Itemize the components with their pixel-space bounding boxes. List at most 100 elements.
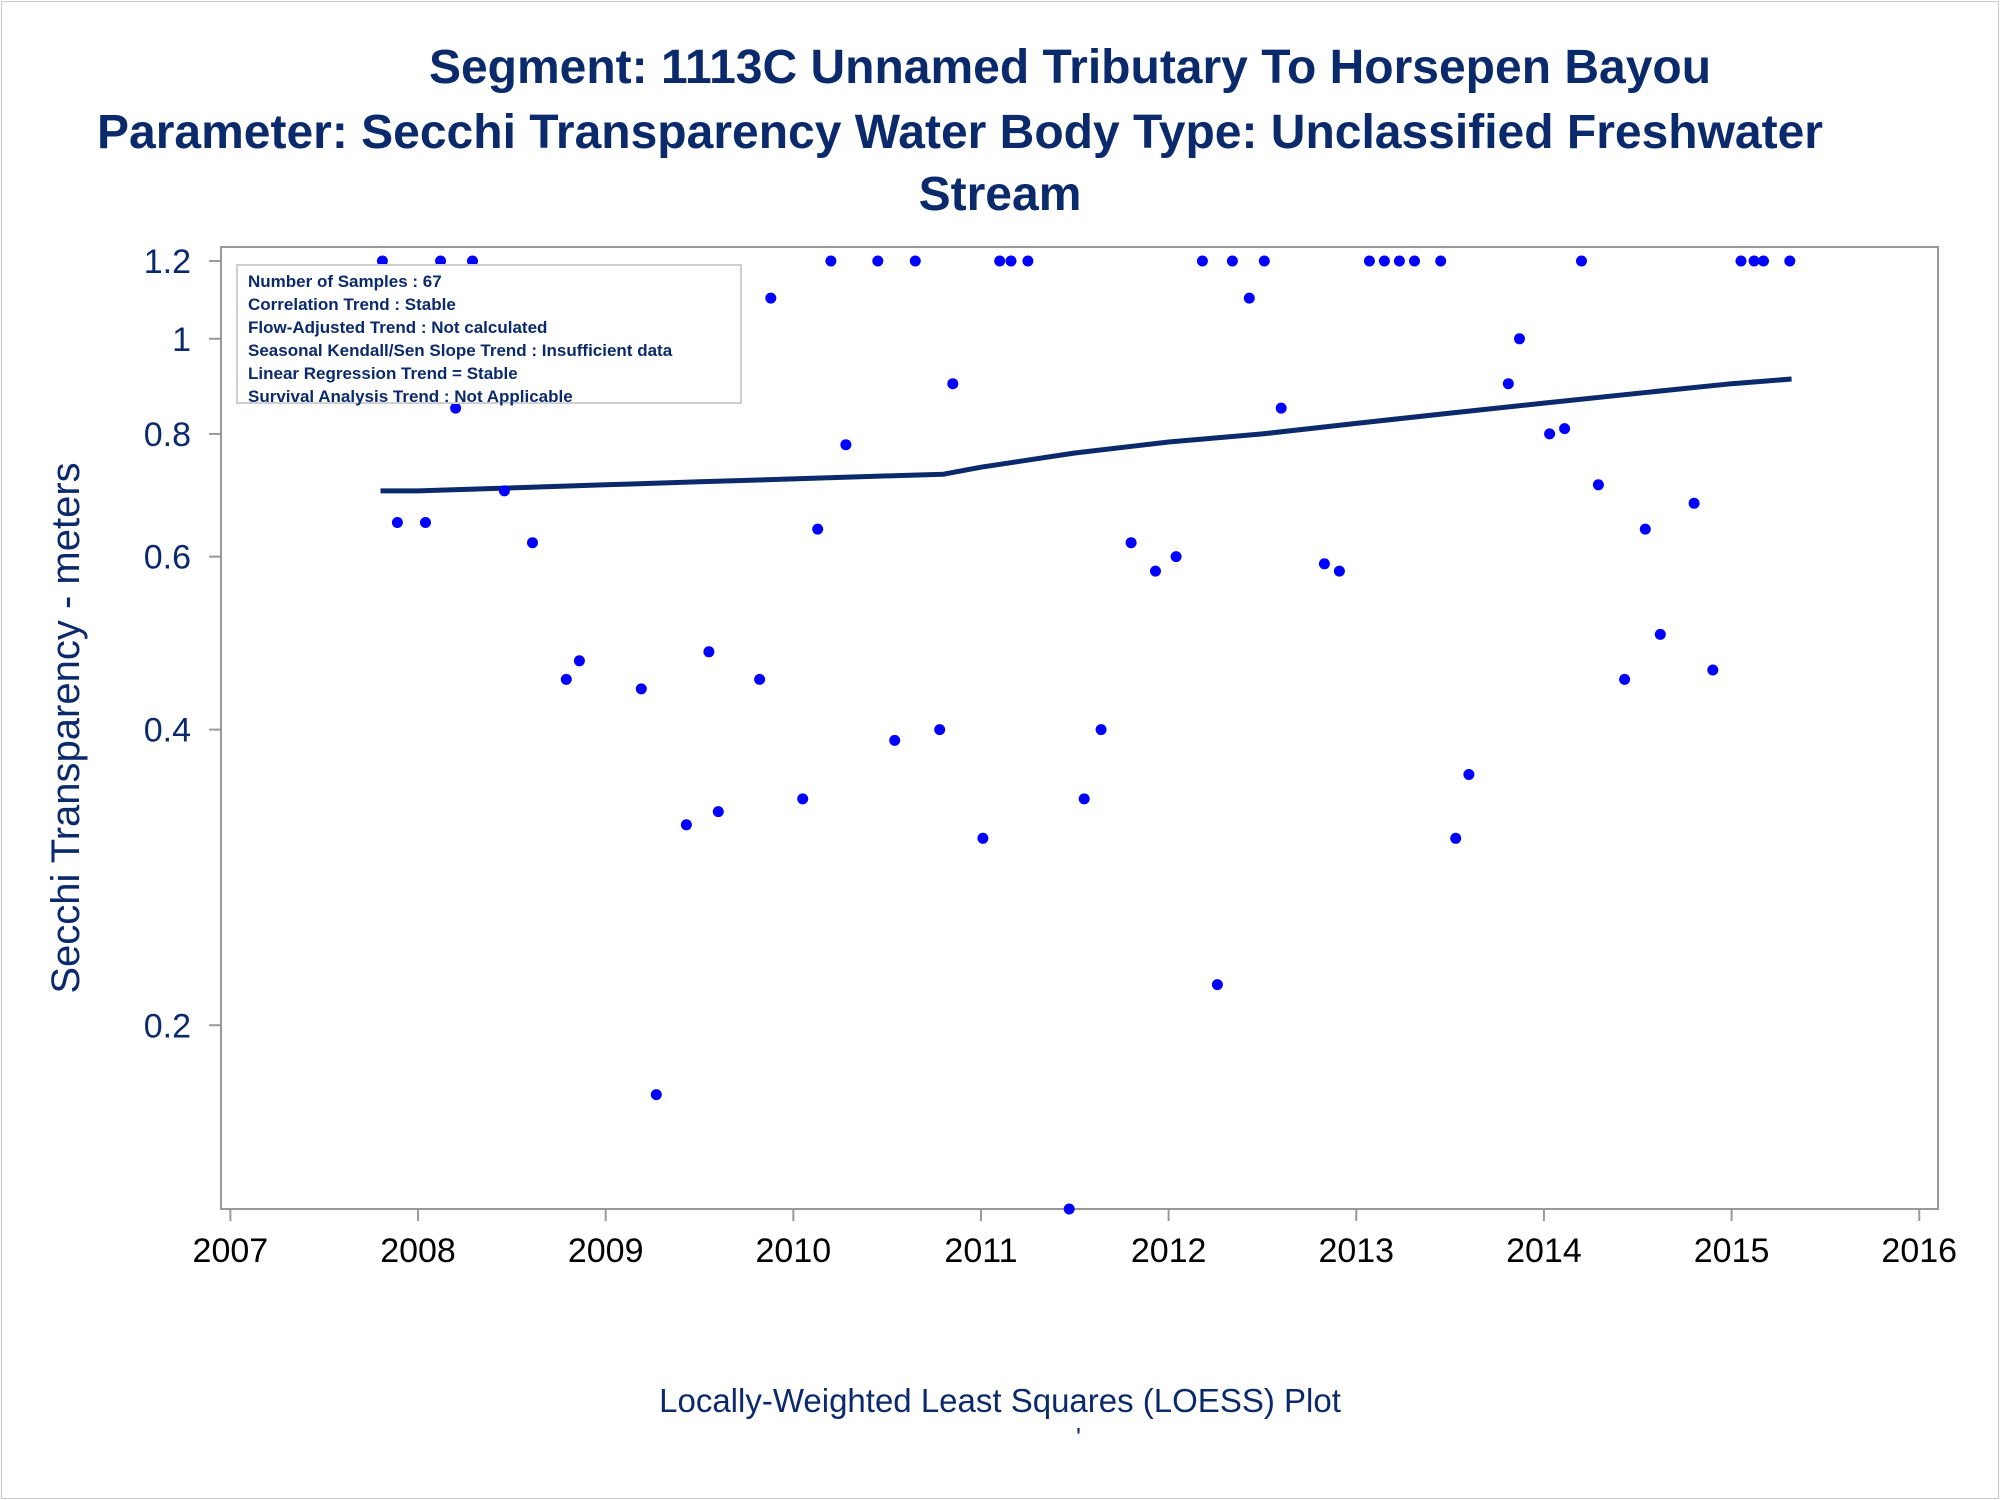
data-point: [1735, 255, 1747, 267]
data-point: [1463, 769, 1475, 780]
data-point: [1784, 255, 1796, 267]
y-tick-label: 1.2: [144, 243, 191, 281]
y-axis-label: Secchi Transparency - meters: [44, 462, 88, 993]
data-point: [1211, 979, 1223, 991]
data-point: [1576, 255, 1587, 267]
plot-area-border: [220, 246, 1939, 1210]
data-point: [909, 255, 921, 267]
data-point: [812, 523, 824, 535]
data-point: [1150, 565, 1161, 577]
data-point: [754, 673, 766, 685]
loess-trend-line: [380, 376, 1792, 494]
legend-flow-adjusted-trend: Flow-Adjusted Trend : Not calculated: [248, 318, 548, 337]
chart-subtitle: Parameter: Secchi Transparency Water Bod…: [97, 106, 1823, 159]
statistics-legend: Number of Samples : 67 Correlation Trend…: [236, 264, 742, 406]
data-point: [391, 517, 403, 528]
x-tick-label: 2012: [1131, 1232, 1207, 1270]
y-tick-label: 1: [172, 321, 191, 359]
data-point: [1514, 333, 1525, 345]
data-point: [1333, 565, 1345, 577]
data-point: [825, 255, 837, 267]
data-point: [1502, 378, 1514, 390]
data-point: [1275, 402, 1287, 414]
chart-caption: Locally-Weighted Least Squares (LOESS) P…: [659, 1382, 1341, 1419]
data-point: [1318, 558, 1330, 570]
legend-sample-count: Number of Samples : 67: [248, 272, 442, 291]
x-tick-label: 2015: [1694, 1232, 1770, 1270]
data-point: [1450, 832, 1462, 844]
data-point: [934, 724, 946, 736]
x-tick-label: 2010: [756, 1232, 832, 1270]
data-point: [1639, 523, 1651, 535]
data-point: [1063, 1203, 1075, 1215]
legend-seasonal-kendall-trend: Seasonal Kendall/Sen Slope Trend : Insuf…: [248, 341, 673, 360]
data-point: [435, 255, 447, 267]
data-point: [1393, 255, 1405, 267]
data-point: [703, 646, 715, 658]
data-point: [498, 485, 510, 497]
data-point: [797, 793, 809, 805]
caption-tick-mark: ': [1076, 1422, 1081, 1452]
x-tick-label: 2008: [380, 1232, 456, 1270]
data-point: [1409, 255, 1420, 267]
data-point: [1258, 255, 1270, 267]
legend-linear-regression-trend: Linear Regression Trend = Stable: [248, 364, 518, 383]
data-point: [1592, 479, 1604, 491]
y-tick-label: 0.4: [144, 712, 191, 750]
legend-survival-analysis-trend: Survival Analysis Trend : Not Applicable: [248, 387, 573, 406]
y-tick-label: 0.6: [144, 539, 191, 577]
data-point: [1758, 255, 1769, 267]
data-point: [840, 439, 852, 451]
data-point: [1005, 255, 1017, 267]
data-point: [872, 255, 884, 267]
chart-title: Segment: 1113C Unnamed Tributary To Hors…: [428, 41, 1712, 94]
data-point: [450, 402, 462, 414]
x-tick-label: 2013: [1318, 1232, 1394, 1270]
data-point: [765, 292, 777, 304]
data-point: [1363, 255, 1375, 267]
x-tick-label: 2014: [1506, 1232, 1582, 1270]
data-point: [994, 255, 1006, 267]
data-point: [1196, 255, 1208, 267]
data-point: [573, 655, 585, 667]
chart-subtitle-continued: Stream: [918, 168, 1082, 221]
y-tick-label: 0.2: [144, 1007, 191, 1045]
y-tick-label: 0.8: [144, 416, 191, 454]
data-point: [977, 832, 989, 844]
x-tick-label: 2011: [944, 1232, 1017, 1270]
data-point: [1544, 428, 1556, 440]
data-point: [1243, 292, 1255, 304]
data-point: [1559, 423, 1571, 435]
data-point: [1170, 551, 1182, 563]
x-tick-label: 2009: [568, 1232, 644, 1270]
data-point: [1022, 255, 1034, 267]
points-layer: [376, 255, 1796, 1215]
legend-correlation-trend: Correlation Trend : Stable: [248, 295, 456, 314]
data-point: [1707, 664, 1719, 676]
data-point: [1435, 255, 1447, 267]
data-point: [1078, 793, 1090, 805]
data-point: [889, 734, 901, 746]
data-point: [560, 673, 572, 685]
data-point: [680, 819, 692, 831]
data-point: [1654, 628, 1666, 640]
loess-line-layer: [380, 376, 1792, 494]
data-point: [1619, 673, 1631, 685]
data-point: [1095, 724, 1107, 736]
data-point: [635, 683, 647, 695]
data-point: [1748, 255, 1760, 267]
data-point: [420, 517, 431, 528]
data-point: [650, 1089, 662, 1101]
data-point: [947, 378, 959, 390]
data-point: [1378, 255, 1390, 267]
data-point: [1688, 497, 1700, 509]
data-point: [467, 255, 478, 267]
axes-layer: [209, 246, 1939, 1221]
x-tick-label: 2007: [193, 1232, 269, 1270]
x-tick-label: 2016: [1881, 1232, 1957, 1270]
labels-layer: 2007 2008 2009 2010 2011 2012 2013 2014 2015 2016…: [44, 243, 1957, 1270]
data-point: [1226, 255, 1238, 267]
data-point: [712, 806, 724, 818]
